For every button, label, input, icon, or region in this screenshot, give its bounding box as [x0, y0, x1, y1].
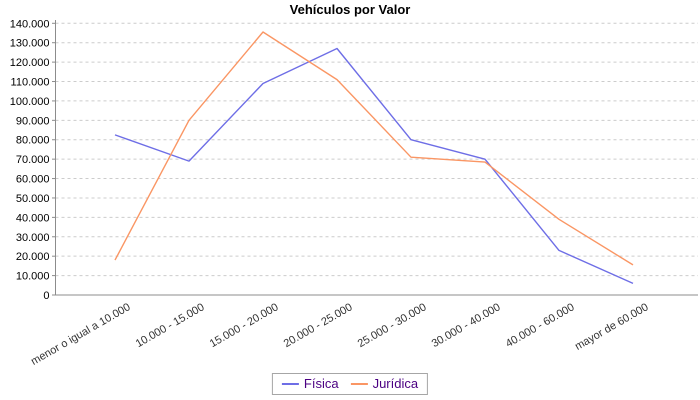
- series-line-fisica: [114, 47, 634, 285]
- y-tick-label: 20.000: [16, 251, 50, 263]
- x-category-label: 30.000 - 40.000: [430, 301, 503, 350]
- series-line-juridica: [114, 31, 634, 266]
- chart-title: Vehículos por Valor: [289, 2, 411, 17]
- y-tick-label: 60.000: [16, 174, 50, 186]
- x-category-label: 20.000 - 25.000: [282, 301, 355, 350]
- legend-item-fisica: Física: [281, 376, 339, 392]
- legend-item-juridica: Jurídica: [350, 376, 419, 392]
- x-category-label: 10.000 - 15.000: [134, 301, 207, 350]
- y-tick-label: 0: [43, 290, 49, 302]
- x-category-label: 15.000 - 20.000: [208, 301, 281, 350]
- y-tick-label: 70.000: [16, 154, 50, 166]
- y-tick-label: 50.000: [16, 193, 50, 205]
- legend-label-fisica: Física: [303, 376, 339, 391]
- y-tick-label: 40.000: [16, 212, 50, 224]
- y-tick-label: 30.000: [16, 232, 50, 244]
- x-category-label: 40.000 - 60.000: [504, 301, 577, 350]
- legend-label-juridica: Jurídica: [372, 376, 419, 391]
- y-tick-label: 130.000: [10, 38, 50, 50]
- x-category-label: menor o igual a 10.000: [29, 301, 132, 368]
- y-tick-label: 90.000: [16, 115, 50, 127]
- y-tick-label: 140.000: [10, 18, 50, 30]
- y-tick-label: 80.000: [16, 135, 50, 147]
- y-tick-label: 120.000: [10, 57, 50, 69]
- y-tick-label: 10.000: [16, 271, 50, 283]
- y-tick-label: 100.000: [10, 96, 50, 108]
- y-tick-label: 110.000: [11, 77, 50, 89]
- juridica-line-swatch-icon: [350, 383, 368, 385]
- x-category-label: mayor de 60.000: [573, 301, 651, 353]
- legend: Física Jurídica: [271, 373, 429, 395]
- fisica-line-swatch-icon: [281, 383, 299, 385]
- x-category-label: 25.000 - 30.000: [356, 301, 429, 350]
